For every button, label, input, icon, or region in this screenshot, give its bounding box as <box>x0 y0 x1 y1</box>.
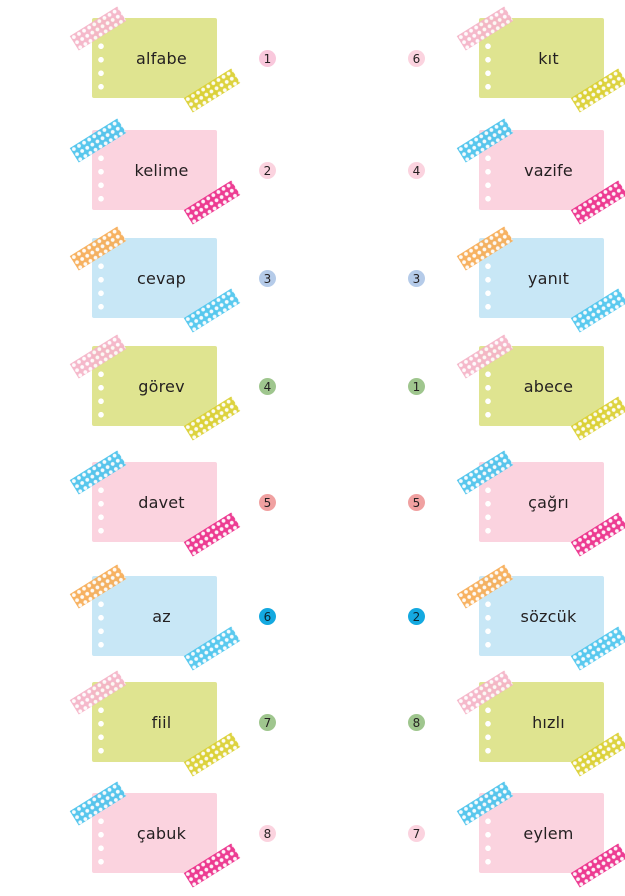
binder-holes <box>98 470 104 536</box>
binder-holes <box>98 138 104 204</box>
binder-holes <box>485 26 491 92</box>
left-word-card: görev <box>92 346 217 426</box>
right-number-badge: 3 <box>408 270 425 287</box>
left-number-badge: 5 <box>259 494 276 511</box>
binder-holes <box>485 246 491 312</box>
binder-holes <box>98 354 104 420</box>
binder-holes <box>485 690 491 756</box>
binder-holes <box>98 26 104 92</box>
left-word-card: az <box>92 576 217 656</box>
right-word-card: kıt <box>479 18 604 98</box>
right-number-badge: 1 <box>408 378 425 395</box>
right-word-label: vazife <box>524 160 573 180</box>
binder-holes <box>485 354 491 420</box>
right-word-label: sözcük <box>520 606 577 626</box>
right-word-label: kıt <box>538 48 559 68</box>
left-word-card: alfabe <box>92 18 217 98</box>
binder-holes <box>98 246 104 312</box>
right-word-card: eylem <box>479 793 604 873</box>
right-word-label: çağrı <box>528 492 569 512</box>
right-word-label: eylem <box>523 823 574 843</box>
left-number-badge: 2 <box>259 162 276 179</box>
left-word-card: kelime <box>92 130 217 210</box>
left-word-label: cevap <box>136 268 187 288</box>
right-word-card: çağrı <box>479 462 604 542</box>
right-word-card: yanıt <box>479 238 604 318</box>
left-word-label: görev <box>138 376 185 396</box>
binder-holes <box>485 470 491 536</box>
right-number-badge: 5 <box>408 494 425 511</box>
right-word-card: hızlı <box>479 682 604 762</box>
left-word-card: cevap <box>92 238 217 318</box>
right-number-badge: 6 <box>408 50 425 67</box>
left-word-label: fiil <box>151 712 172 732</box>
left-word-card: çabuk <box>92 793 217 873</box>
left-word-card: fiil <box>92 682 217 762</box>
binder-holes <box>485 584 491 650</box>
binder-holes <box>485 138 491 204</box>
left-number-badge: 6 <box>259 608 276 625</box>
right-word-label: abece <box>523 376 574 396</box>
right-word-card: abece <box>479 346 604 426</box>
right-number-badge: 4 <box>408 162 425 179</box>
left-word-label: az <box>152 606 171 626</box>
right-number-badge: 2 <box>408 608 425 625</box>
left-word-label: çabuk <box>136 823 187 843</box>
right-word-card: sözcük <box>479 576 604 656</box>
binder-holes <box>98 690 104 756</box>
binder-holes <box>98 801 104 867</box>
right-word-label: hızlı <box>532 712 565 732</box>
left-word-label: kelime <box>134 160 189 180</box>
left-number-badge: 4 <box>259 378 276 395</box>
right-word-card: vazife <box>479 130 604 210</box>
left-number-badge: 7 <box>259 714 276 731</box>
left-word-card: davet <box>92 462 217 542</box>
left-number-badge: 3 <box>259 270 276 287</box>
binder-holes <box>485 801 491 867</box>
left-word-label: davet <box>138 492 185 512</box>
left-number-badge: 1 <box>259 50 276 67</box>
right-number-badge: 8 <box>408 714 425 731</box>
left-number-badge: 8 <box>259 825 276 842</box>
binder-holes <box>98 584 104 650</box>
right-word-label: yanıt <box>527 268 570 288</box>
right-number-badge: 7 <box>408 825 425 842</box>
left-word-label: alfabe <box>136 48 187 68</box>
